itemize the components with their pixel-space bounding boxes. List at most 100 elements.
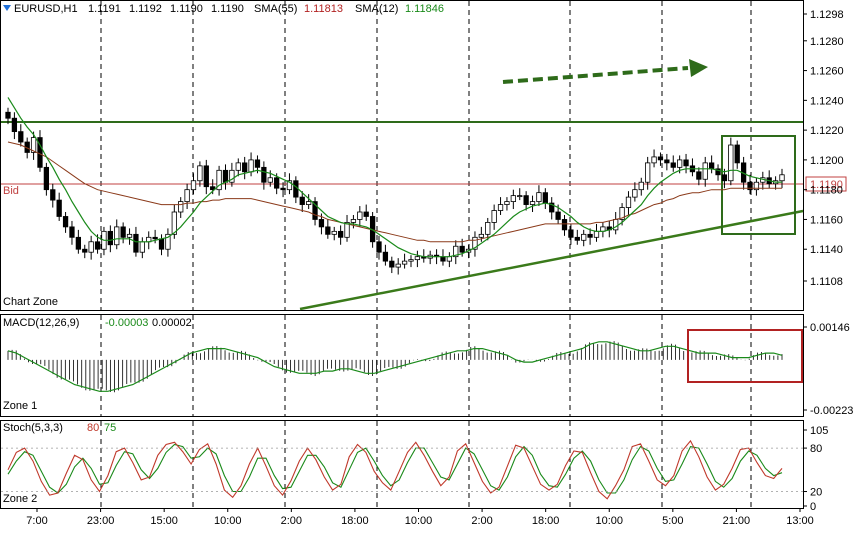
price-annotations <box>1 59 804 311</box>
candle-body <box>325 226 331 235</box>
candle-body <box>645 162 651 183</box>
candle-body <box>677 159 683 168</box>
candle-body <box>197 165 203 182</box>
candle-body <box>299 196 305 205</box>
highlight-box-macd[interactable] <box>687 329 803 383</box>
macd-title: MACD(12,26,9) <box>3 317 79 329</box>
candle-body <box>50 189 56 201</box>
candle-body <box>203 165 209 188</box>
candle-body <box>389 260 395 268</box>
candle-body <box>235 162 241 171</box>
candle-body <box>152 236 158 240</box>
candle-body <box>491 210 497 223</box>
candle-body <box>517 195 523 198</box>
candle-body <box>331 230 337 235</box>
candle-body <box>337 230 344 238</box>
ascending-trendline[interactable] <box>299 209 804 311</box>
candle-body <box>453 245 459 258</box>
candle-body <box>286 180 293 191</box>
candle-body <box>312 201 318 220</box>
time-tick-label: 21:00 <box>723 515 751 527</box>
candle-body <box>779 174 785 182</box>
header-symbol: EURUSD,H1 <box>14 3 78 15</box>
stoch-tick-label: 20 <box>810 487 822 499</box>
candle-body <box>593 230 600 238</box>
candle-body <box>395 263 401 268</box>
candle-body <box>190 180 197 191</box>
candle-body <box>568 229 574 238</box>
price-tick-label: 1.1260 <box>810 66 844 78</box>
candle-body <box>242 162 248 173</box>
candle-body <box>536 192 542 202</box>
candle-body <box>248 159 254 173</box>
candle-body <box>158 238 165 250</box>
candle-body <box>139 241 145 253</box>
candle-body <box>363 211 369 217</box>
time-tick-label: 2:00 <box>471 515 492 527</box>
candle-body <box>306 201 312 205</box>
candle-body <box>440 256 446 262</box>
candle-body <box>657 156 664 161</box>
price-tick-label: 1.1160 <box>810 214 843 226</box>
header-sma12-label: SMA(12) <box>355 3 398 15</box>
price-tick-label: 1.1200 <box>810 155 844 167</box>
candle-body <box>229 169 235 183</box>
candle-body <box>728 144 734 182</box>
time-tick-label: 2:00 <box>281 515 302 527</box>
candle-body <box>5 111 11 119</box>
header-sma55-label: SMA(55) <box>254 3 297 15</box>
price-axis: 1.1298 1.1280 1.1260 1.1240 1.1220 1.1200 1.11… <box>803 9 844 288</box>
time-tick-label: 23:00 <box>87 515 115 527</box>
symbol-dropdown-icon[interactable] <box>3 5 11 11</box>
candle-body <box>376 241 382 253</box>
time-tick-label: 10:00 <box>214 515 242 527</box>
stoch-tick-label: 80 <box>810 443 822 455</box>
candle-body <box>178 201 184 213</box>
stoch-signal-value: 75 <box>104 422 116 434</box>
candle-body <box>274 177 280 189</box>
candle-body <box>120 226 126 238</box>
candle-body <box>11 117 18 133</box>
uptrend-arrow-head <box>689 59 708 77</box>
candle-body <box>88 241 94 253</box>
bid-price-tag <box>805 176 847 192</box>
main-panel[interactable] <box>0 0 804 311</box>
candle-body <box>478 233 484 238</box>
candle-body <box>472 236 478 250</box>
price-tick-label: 1.1140 <box>810 244 843 256</box>
candle-body <box>43 166 50 191</box>
sma12-line <box>7 97 782 258</box>
stoch-tick-label: 0 <box>810 501 816 513</box>
time-axis: 7:00 23:00 15:00 10:00 2:00 18:00 10:00 2:00 18:… <box>26 508 814 527</box>
bid-label: Bid <box>3 185 19 197</box>
macd-axis-bottom: -0.00223 <box>810 405 853 417</box>
uptrend-arrow[interactable] <box>502 66 689 84</box>
candle-body <box>184 189 190 202</box>
candle-body <box>747 181 753 191</box>
candle-body <box>651 156 657 164</box>
time-tick-label: 5:00 <box>662 515 683 527</box>
candle-body <box>708 162 715 170</box>
time-tick-label: 7:00 <box>26 515 47 527</box>
candle-body <box>549 202 555 213</box>
header-open: 1.1191 <box>88 3 121 15</box>
highlight-box-price[interactable] <box>721 135 796 235</box>
candle-body <box>587 233 593 238</box>
macd-signal-line <box>7 341 783 392</box>
macd-axis-top: 0.00146 <box>810 322 850 334</box>
candle-body <box>210 186 216 191</box>
candle-body <box>165 233 171 250</box>
candle-body <box>82 248 88 253</box>
bid-price-value: 1.1190 <box>810 179 843 191</box>
price-tick-label: 1.1298 <box>810 9 844 21</box>
header-sma12-value: 1.11846 <box>405 3 444 15</box>
candle-body <box>261 166 267 183</box>
header-low: 1.1190 <box>170 3 203 15</box>
candle-body <box>459 245 465 253</box>
price-tick-label: 1.1280 <box>810 36 844 48</box>
candle-body <box>280 187 286 191</box>
candle-body <box>510 195 516 202</box>
candle-body <box>683 159 689 167</box>
candle-body <box>350 219 357 223</box>
